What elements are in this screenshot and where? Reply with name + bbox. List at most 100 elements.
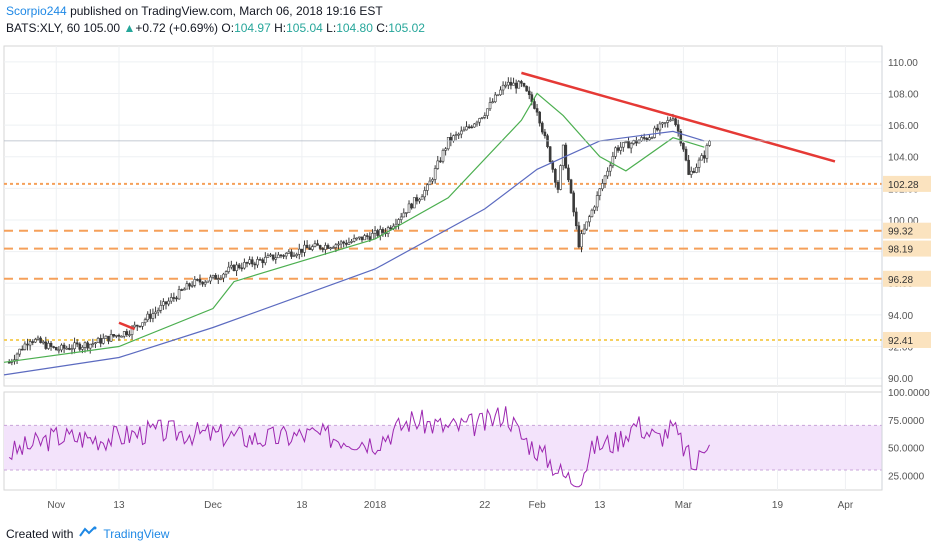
candle-body bbox=[687, 159, 690, 175]
candle-body bbox=[290, 251, 293, 257]
candle-body bbox=[433, 168, 437, 180]
level-price-tag bbox=[883, 222, 931, 239]
candle-body bbox=[496, 94, 500, 97]
candle-body bbox=[454, 134, 458, 136]
candle-body bbox=[284, 252, 288, 257]
candle-body bbox=[603, 175, 607, 184]
price-chart[interactable]: Nov13Dec18201822Feb13Mar19Apr90.0092.009… bbox=[0, 40, 932, 516]
candle-body bbox=[245, 262, 249, 264]
candle-body bbox=[470, 126, 474, 129]
candle-body bbox=[480, 117, 484, 119]
candle-body bbox=[449, 137, 453, 142]
candle-body bbox=[337, 243, 340, 246]
candle-body bbox=[491, 101, 494, 104]
candle-body bbox=[243, 262, 246, 269]
level-price-tag bbox=[883, 240, 931, 257]
candle-body bbox=[462, 129, 466, 132]
candle-body bbox=[629, 143, 633, 149]
candle-body bbox=[222, 273, 225, 279]
candle-body bbox=[39, 337, 42, 343]
candle-body bbox=[676, 124, 680, 132]
candle-body bbox=[569, 179, 573, 194]
x-tick-label: Nov bbox=[47, 500, 65, 511]
candle-body bbox=[279, 254, 283, 257]
candle-body bbox=[475, 121, 479, 125]
candle-body bbox=[431, 179, 434, 182]
candle-body bbox=[459, 130, 463, 135]
candle-body bbox=[684, 148, 688, 161]
candle-body bbox=[554, 169, 557, 183]
candle-body bbox=[295, 254, 298, 257]
candle-body bbox=[248, 259, 251, 264]
candle-body bbox=[180, 289, 183, 291]
candle-body bbox=[504, 84, 508, 87]
candle-body bbox=[133, 324, 136, 328]
close-value: 105.02 bbox=[388, 21, 425, 35]
candle-body bbox=[149, 313, 152, 319]
candle-body bbox=[689, 170, 693, 175]
candle-body bbox=[185, 283, 189, 290]
candle-body bbox=[26, 343, 29, 346]
slow-moving-average-line bbox=[3, 130, 705, 376]
candle-body bbox=[41, 341, 45, 344]
candle-body bbox=[240, 267, 244, 270]
candle-body bbox=[156, 310, 160, 313]
candle-body bbox=[230, 264, 233, 268]
candle-body bbox=[499, 89, 502, 96]
open-label: O: bbox=[221, 21, 235, 35]
price-tick-label: 106.00 bbox=[888, 121, 919, 132]
candle-body bbox=[151, 313, 155, 319]
candle-body bbox=[520, 81, 523, 84]
candle-body bbox=[329, 247, 332, 249]
candle-body bbox=[94, 342, 97, 344]
candle-body bbox=[645, 137, 649, 141]
candle-body bbox=[109, 334, 113, 342]
candle-body bbox=[143, 319, 147, 324]
candle-body bbox=[36, 337, 40, 340]
candle-body bbox=[49, 342, 53, 347]
candle-body bbox=[65, 347, 69, 350]
candle-body bbox=[593, 206, 596, 211]
candle-body bbox=[543, 131, 547, 137]
candle-body bbox=[426, 184, 429, 191]
candle-body bbox=[501, 84, 505, 91]
low-label: L: bbox=[326, 21, 337, 35]
candle-body bbox=[397, 219, 400, 225]
candle-body bbox=[412, 197, 416, 209]
price-pane bbox=[3, 45, 883, 387]
x-tick-label: Feb bbox=[528, 500, 546, 511]
candle-body bbox=[567, 167, 570, 181]
candle-body bbox=[606, 170, 609, 177]
candle-body bbox=[436, 160, 440, 169]
candle-body bbox=[203, 281, 207, 285]
candle-body bbox=[655, 127, 659, 131]
candle-body bbox=[138, 325, 142, 328]
publish-header: Scorpio244 published on TradingView.com,… bbox=[6, 4, 383, 18]
candle-body bbox=[446, 137, 450, 150]
candle-body bbox=[493, 94, 497, 103]
candle-body bbox=[622, 142, 625, 148]
open-value: 104.97 bbox=[234, 21, 271, 35]
candle-body bbox=[201, 281, 204, 285]
candle-body bbox=[60, 344, 63, 351]
candle-body bbox=[507, 81, 510, 86]
candle-body bbox=[538, 111, 541, 124]
candle-body bbox=[650, 137, 654, 139]
candle-body bbox=[7, 361, 11, 364]
candle-body bbox=[512, 82, 515, 86]
rsi-tick-label: 75.0000 bbox=[888, 416, 925, 427]
published-text: published on TradingView.com, March 06, … bbox=[70, 4, 383, 18]
tradingview-brand[interactable]: TradingView bbox=[103, 526, 170, 541]
candle-body bbox=[574, 211, 578, 227]
candle-body bbox=[266, 255, 270, 258]
candle-body bbox=[381, 229, 385, 233]
candle-body bbox=[514, 82, 518, 89]
candle-body bbox=[695, 167, 698, 173]
candle-body bbox=[533, 101, 536, 109]
price-tick-label: 110.00 bbox=[888, 58, 918, 69]
candle-body bbox=[169, 297, 173, 302]
level-price-label: 96.28 bbox=[888, 275, 913, 286]
level-price-tag bbox=[883, 175, 931, 192]
author-link[interactable]: Scorpio244 bbox=[6, 4, 67, 18]
rsi-tick-label: 100.0000 bbox=[888, 388, 930, 399]
